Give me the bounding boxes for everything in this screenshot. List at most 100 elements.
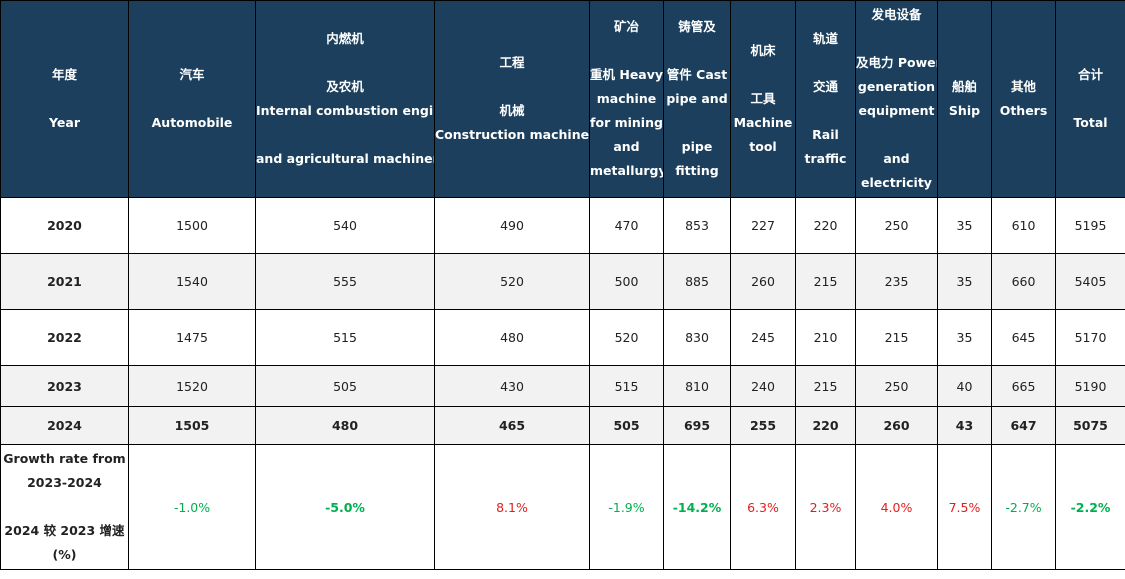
- column-header-line: 交通: [812, 79, 838, 94]
- column-header-line: 工具: [750, 91, 776, 106]
- value-cell: 480: [255, 406, 435, 445]
- value-cell: 470: [589, 197, 664, 254]
- growth-rate-cell: 4.0%: [855, 444, 938, 570]
- year-cell: 2020: [0, 197, 129, 254]
- table-row: 2022 1475 515 480 520 830 245 210 215 35 645 5170: [0, 309, 1125, 366]
- column-header: 铸管及 管件 Cast pipe and pipe fitting: [663, 0, 731, 198]
- column-header-line: equipment: [858, 103, 935, 118]
- column-header: 船舶 Ship: [937, 0, 992, 198]
- value-cell: 647: [991, 406, 1056, 445]
- value-cell: 853: [663, 197, 731, 254]
- column-header-line: traffic: [804, 151, 847, 166]
- column-header: 发电设备 及电力 Power generation equipment and ele…: [855, 0, 938, 198]
- column-header: 工程 机械 Construction machinery: [434, 0, 590, 198]
- growth-label-line: 2023-2024: [27, 475, 102, 490]
- table-row: 2021 1540 555 520 500 885 260 215 235 35 660 5405: [0, 253, 1125, 310]
- column-header-line: 年度: [51, 67, 77, 82]
- column-header-line: 及农机: [326, 79, 364, 94]
- table-row: 2023 1520 505 430 515 810 240 215 250 40 665 5190: [0, 365, 1125, 407]
- column-header-line: [1057, 87, 1125, 111]
- value-cell: 1540: [128, 253, 256, 310]
- value-cell: 555: [255, 253, 435, 310]
- column-header-line: Construction machinery: [435, 127, 590, 142]
- growth-label-line: (%): [52, 547, 77, 562]
- column-header-line: 铸管及: [678, 19, 716, 34]
- column-header-line: [797, 51, 855, 75]
- header-row: 年度 Year 汽车 Automobile 内燃机 及农机 Internal comb…: [0, 0, 1125, 198]
- table-row: 2024 1505 480 465 505 695 255 220 260 43 647 5075: [0, 406, 1125, 445]
- column-header-line: pipe and: [666, 91, 728, 106]
- year-cell: 2021: [0, 253, 129, 310]
- value-cell: 35: [937, 197, 992, 254]
- growth-label-line: 2024 较 2023 增速: [4, 523, 125, 538]
- value-cell: 5075: [1055, 406, 1125, 445]
- value-cell: 215: [795, 253, 856, 310]
- column-header-line: [257, 123, 434, 147]
- value-cell: 5190: [1055, 365, 1125, 407]
- column-header-line: metallurgy: [590, 163, 664, 178]
- value-cell: 1505: [128, 406, 256, 445]
- value-cell: 520: [589, 309, 664, 366]
- column-header-line: 内燃机: [326, 31, 364, 46]
- value-cell: 505: [589, 406, 664, 445]
- value-cell: 260: [855, 406, 938, 445]
- value-cell: 215: [795, 365, 856, 407]
- column-header-line: [436, 75, 589, 99]
- value-cell: 695: [663, 406, 731, 445]
- column-header: 轨道 交通 Rail traffic: [795, 0, 856, 198]
- value-cell: 220: [795, 197, 856, 254]
- column-header-line: Internal combustion engine: [256, 103, 435, 118]
- value-cell: 665: [991, 365, 1056, 407]
- value-cell: 480: [434, 309, 590, 366]
- value-cell: 255: [730, 406, 796, 445]
- column-header-line: Machine: [733, 115, 793, 130]
- growth-rate-cell: -5.0%: [255, 444, 435, 570]
- value-cell: 505: [255, 365, 435, 407]
- growth-rate-cell: -2.7%: [991, 444, 1056, 570]
- column-header-line: 工程: [499, 55, 525, 70]
- value-cell: 540: [255, 197, 435, 254]
- column-header: 汽车 Automobile: [128, 0, 256, 198]
- value-cell: 250: [855, 365, 938, 407]
- year-cell: 2024: [0, 406, 129, 445]
- value-cell: 235: [855, 253, 938, 310]
- value-cell: 210: [795, 309, 856, 366]
- value-cell: 250: [855, 197, 938, 254]
- value-cell: 660: [991, 253, 1056, 310]
- column-header-line: Others: [999, 103, 1048, 118]
- column-header-line: 矿冶: [613, 19, 639, 34]
- column-header-line: Ship: [948, 103, 981, 118]
- column-header-line: generation: [857, 79, 936, 94]
- column-header-line: 汽车: [179, 67, 205, 82]
- value-cell: 500: [589, 253, 664, 310]
- value-cell: 515: [255, 309, 435, 366]
- column-header-line: Automobile: [151, 115, 233, 130]
- column-header-line: [2, 87, 128, 111]
- value-cell: 35: [937, 253, 992, 310]
- growth-rate-cell: -1.9%: [589, 444, 664, 570]
- column-header: 年度 Year: [0, 0, 129, 198]
- column-header: 机床 工具 Machine tool: [730, 0, 796, 198]
- column-header-line: 机械: [499, 103, 525, 118]
- growth-rate-cell: -14.2%: [663, 444, 731, 570]
- year-cell: 2023: [0, 365, 129, 407]
- column-header-line: Year: [49, 115, 80, 130]
- column-header: 矿冶 重机 Heavy machine for mining and metallurg…: [589, 0, 664, 198]
- growth-rate-cell: 7.5%: [937, 444, 992, 570]
- year-cell: 2022: [0, 309, 129, 366]
- column-header-line: [591, 39, 663, 63]
- growth-rate-row: Growth rate from 2023-2024 2024 较 2023 增速…: [0, 444, 1125, 570]
- value-cell: 43: [937, 406, 992, 445]
- column-header-line: and agricultural machinery: [256, 151, 435, 166]
- column-header-line: pipe: [681, 139, 713, 154]
- column-header-line: [665, 39, 730, 63]
- value-cell: 520: [434, 253, 590, 310]
- value-cell: 5170: [1055, 309, 1125, 366]
- value-cell: 810: [663, 365, 731, 407]
- column-header-line: 及电力 Power: [856, 55, 938, 70]
- value-cell: 240: [730, 365, 796, 407]
- value-cell: 465: [434, 406, 590, 445]
- value-cell: 490: [434, 197, 590, 254]
- column-header-line: 合计: [1077, 67, 1103, 82]
